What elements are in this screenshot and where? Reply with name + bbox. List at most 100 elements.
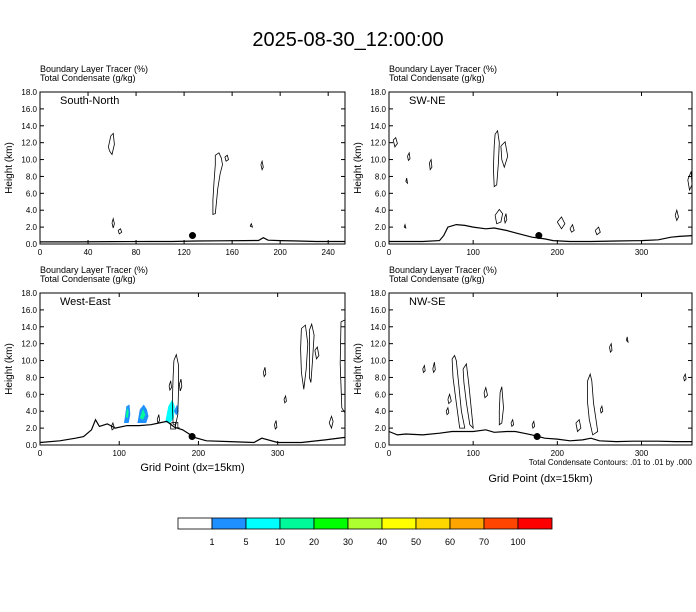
y-tick-label: 12.0	[370, 340, 386, 349]
terrain-line	[389, 223, 693, 243]
y-tick-label: 18.0	[370, 289, 386, 298]
colorbar-swatch	[347, 517, 383, 530]
y-tick-label: 4.0	[26, 206, 38, 215]
y-tick-label: 4.0	[375, 206, 387, 215]
condensate-contour	[510, 418, 515, 428]
x-tick-label: 200	[192, 449, 206, 458]
condensate-contour	[179, 378, 183, 392]
x-tick-label: 0	[387, 248, 392, 257]
condensate-contour	[626, 336, 629, 344]
condensate-contour	[422, 364, 426, 374]
condensate-contour	[117, 228, 123, 235]
y-tick-label: 0.0	[375, 240, 387, 249]
x-tick-label: 160	[225, 248, 239, 257]
y-axis-label: Height (km)	[4, 142, 15, 194]
location-marker	[189, 232, 196, 240]
condensate-contour	[405, 177, 409, 185]
condensate-contour	[451, 354, 466, 429]
y-tick-label: 16.0	[370, 306, 386, 315]
header-tracer: Boundary Layer Tracer (%)	[40, 64, 148, 74]
y-tick-label: 4.0	[26, 407, 38, 416]
condensate-contour	[111, 217, 115, 229]
y-tick-label: 16.0	[21, 306, 37, 315]
condensate-contour	[432, 362, 436, 374]
condensate-contour	[575, 418, 582, 433]
condensate-contour	[392, 136, 398, 148]
header-tracer: Boundary Layer Tracer (%)	[389, 265, 497, 275]
panel-nw-se: Boundary Layer Tracer (%)Total Condensat…	[353, 265, 693, 485]
location-marker	[533, 433, 541, 441]
condensate-contour	[609, 342, 613, 353]
y-tick-label: 12.0	[21, 139, 37, 148]
x-tick-label: 80	[132, 248, 141, 257]
y-tick-label: 4.0	[375, 407, 387, 416]
colorbar-label: 30	[343, 537, 353, 547]
colorbar-swatch	[211, 517, 247, 530]
terrain-line	[388, 429, 692, 443]
header-tracer: Boundary Layer Tracer (%)	[40, 265, 148, 275]
condensate-contour	[498, 386, 504, 426]
y-tick-label: 14.0	[21, 323, 37, 332]
y-tick-label: 10.0	[370, 357, 386, 366]
condensate-contour	[263, 367, 267, 378]
x-tick-label: 100	[113, 449, 127, 458]
condensate-contour	[494, 208, 504, 225]
condensate-contour	[500, 140, 509, 169]
panel-sw-ne: Boundary Layer Tracer (%)Total Condensat…	[353, 64, 693, 257]
colorbar-swatch	[313, 517, 349, 530]
footnote: Total Condensate Contours: .01 to .01 by…	[529, 458, 693, 467]
y-tick-label: 16.0	[370, 105, 386, 114]
y-axis-label: Height (km)	[4, 343, 15, 395]
header-condensate: Total Condensate (g/kg)	[389, 73, 485, 83]
y-tick-label: 8.0	[26, 172, 38, 181]
condensate-contour	[308, 322, 315, 383]
colorbar-swatch	[449, 517, 485, 530]
header-tracer: Boundary Layer Tracer (%)	[389, 64, 497, 74]
condensate-contour	[503, 213, 508, 225]
y-tick-label: 2.0	[375, 223, 387, 232]
condensate-contour	[249, 222, 254, 228]
shaded-region-label: 1	[175, 421, 180, 430]
condensate-contour	[171, 353, 180, 427]
header-condensate: Total Condensate (g/kg)	[40, 73, 136, 83]
condensate-contour	[556, 216, 566, 230]
header-condensate: Total Condensate (g/kg)	[389, 274, 485, 284]
y-tick-label: 18.0	[21, 88, 37, 97]
panel-label: NW-SE	[409, 296, 445, 308]
plot-frame	[388, 292, 693, 446]
colorbar-label: 50	[411, 537, 421, 547]
colorbar-label: 20	[309, 537, 319, 547]
y-tick-label: 16.0	[21, 105, 37, 114]
condensate-contour	[403, 223, 407, 229]
condensate-contour	[445, 406, 450, 416]
location-marker	[535, 232, 543, 240]
y-tick-label: 2.0	[26, 424, 38, 433]
condensate-contour	[274, 420, 278, 430]
condensate-contour	[531, 420, 536, 429]
x-tick-label: 0	[387, 449, 392, 458]
colorbar: 1 5 10 20 30 40 50 60 70 100	[177, 517, 553, 547]
colorbar-label: 5	[243, 537, 248, 547]
x-tick-label: 40	[84, 248, 93, 257]
x-tick-label: 300	[271, 449, 285, 458]
location-marker	[188, 433, 196, 441]
y-tick-label: 2.0	[375, 424, 387, 433]
condensate-contour	[283, 394, 287, 404]
y-tick-label: 8.0	[375, 373, 387, 382]
condensate-contour	[339, 319, 346, 415]
condensate-contour	[314, 345, 320, 360]
y-tick-label: 0.0	[375, 441, 387, 450]
y-axis-label: Height (km)	[353, 142, 364, 194]
colorbar-label: 60	[445, 537, 455, 547]
x-tick-label: 0	[38, 449, 43, 458]
panel-label: West-East	[60, 296, 111, 308]
x-tick-label: 0	[38, 248, 43, 257]
colorbar-swatch	[415, 517, 451, 530]
panel-label: South-North	[60, 95, 119, 107]
colorbar-swatch	[381, 517, 417, 530]
plot-frame	[39, 91, 346, 245]
y-tick-label: 10.0	[370, 156, 386, 165]
y-tick-label: 8.0	[26, 373, 38, 382]
plot-frame	[39, 292, 346, 446]
colorbar-swatch	[245, 517, 281, 530]
